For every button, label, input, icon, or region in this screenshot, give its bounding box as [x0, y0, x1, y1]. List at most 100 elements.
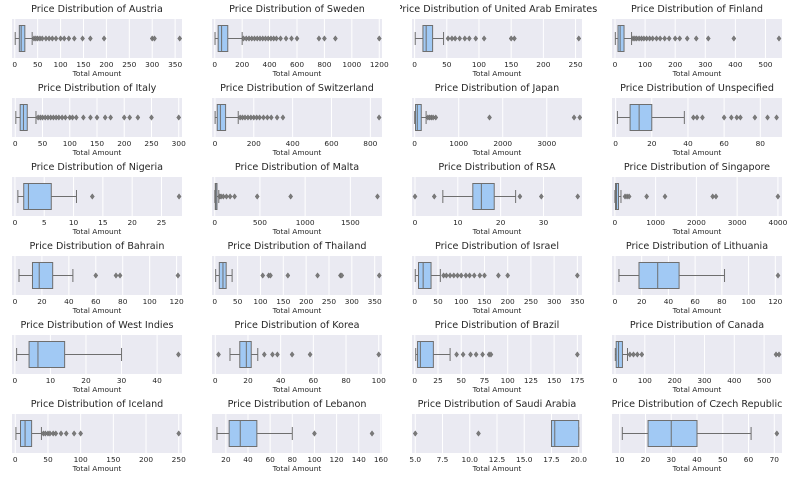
- outlier-point: [700, 114, 705, 121]
- outlier-point: [576, 35, 582, 42]
- outlier-point: [774, 430, 780, 437]
- outlier-point: [78, 430, 84, 437]
- panel-title: Price Distribution of RSA: [438, 162, 556, 173]
- tick-label: 300: [547, 297, 561, 306]
- outlier-point: [376, 35, 382, 42]
- boxplot-panel: Price Distribution of Austria 0 50 100 150 20…: [12, 4, 182, 78]
- tick-label: 50: [718, 455, 728, 464]
- outlier-point: [657, 35, 663, 42]
- outlier-point: [369, 430, 375, 437]
- tick-label: 2000: [493, 139, 512, 148]
- outlier-point: [447, 272, 453, 279]
- x-axis-label: Total Amount: [672, 227, 722, 236]
- outlier-point: [339, 272, 345, 279]
- box-iqr: [31, 262, 54, 289]
- outlier-point: [73, 114, 79, 121]
- tick-label: 200: [501, 297, 515, 306]
- x-axis-label: Total Amount: [472, 385, 522, 394]
- tick-label: 0: [212, 297, 217, 306]
- box-iqr: [18, 25, 26, 52]
- tick-label: 0: [613, 60, 618, 69]
- outlier-point: [175, 272, 181, 279]
- tick-label: 100: [143, 297, 157, 306]
- tick-label: 100: [74, 455, 88, 464]
- tick-label: 60: [744, 455, 754, 464]
- box-iqr: [614, 183, 620, 210]
- tick-label: 40: [664, 297, 674, 306]
- outlier-point: [47, 430, 53, 437]
- tick-label: 60: [719, 139, 729, 148]
- outlier-point: [776, 351, 782, 358]
- outlier-point: [471, 272, 477, 279]
- tick-label: 100: [501, 376, 515, 385]
- panel-title: Price Distribution of Sweden: [229, 4, 365, 15]
- panel-title: Price Distribution of Japan: [435, 83, 560, 94]
- tick-label: 100: [54, 60, 68, 69]
- outlier-point: [412, 193, 418, 200]
- outlier-point: [63, 114, 68, 121]
- tick-label: 20: [647, 139, 657, 148]
- outlier-point: [63, 430, 69, 437]
- tick-label: 1000: [296, 218, 315, 227]
- outlier-point: [176, 114, 182, 121]
- panel-title: Price Distribution of Switzerland: [220, 83, 374, 94]
- tick-label: 300: [145, 60, 159, 69]
- x-axis-label: Total Amount: [472, 148, 522, 157]
- tick-label: 1000: [449, 139, 468, 148]
- outlier-point: [117, 272, 123, 279]
- tick-label: 4000: [769, 218, 788, 227]
- box-iqr: [23, 183, 52, 210]
- outlier-point: [283, 35, 289, 42]
- boxplot-panel: Price Distribution of Sweden 0 200 400 600 80…: [212, 4, 389, 78]
- outlier-point: [571, 114, 577, 121]
- outlier-point: [575, 193, 581, 200]
- box-iqr: [422, 25, 434, 52]
- plot-area: [612, 177, 782, 216]
- tick-label: 0: [13, 139, 18, 148]
- x-axis-label: Total Amount: [672, 148, 722, 157]
- panel-title: Price Distribution of Unspecified: [620, 83, 774, 94]
- outlier-point: [517, 193, 523, 200]
- panel-title: Price Distribution of Canada: [630, 320, 764, 331]
- tick-label: 0: [212, 218, 217, 227]
- tick-label: 40: [243, 455, 253, 464]
- tick-label: 25: [433, 376, 443, 385]
- panel-title: Price Distribution of Thailand: [228, 241, 367, 252]
- outlier-point: [575, 351, 580, 358]
- outlier-point: [312, 430, 317, 437]
- boxplot-panel: Price Distribution of Italy 0 50 100 150 200 2…: [12, 83, 186, 157]
- outlier-point: [113, 272, 119, 279]
- outlier-point: [176, 351, 181, 358]
- tick-label: 2000: [687, 218, 706, 227]
- tick-label: 30: [117, 376, 127, 385]
- outlier-point: [376, 351, 382, 358]
- tick-label: 40: [152, 376, 162, 385]
- boxplot-panel: Price Distribution of Switzerland 0 200 400…: [212, 83, 382, 157]
- box-iqr: [472, 183, 495, 210]
- x-axis-label: Total Amount: [272, 227, 322, 236]
- outlier-point: [176, 430, 182, 437]
- tick-label: 50: [233, 297, 243, 306]
- outlier-point: [88, 35, 93, 42]
- boxplot-panel: Price Distribution of Canada 0 100 200 300 40…: [612, 320, 782, 394]
- outlier-point: [220, 193, 226, 200]
- outlier-point: [693, 35, 699, 42]
- tick-label: 100: [638, 376, 652, 385]
- box-iqr: [617, 25, 625, 52]
- outlier-point: [49, 35, 55, 42]
- outlier-point: [46, 35, 52, 42]
- outlier-point: [108, 114, 113, 121]
- outlier-point: [454, 351, 459, 358]
- outlier-point: [127, 114, 133, 121]
- tick-label: 20: [637, 297, 647, 306]
- outlier-point: [53, 430, 59, 437]
- tick-label: 600: [290, 60, 304, 69]
- outlier-point: [774, 114, 779, 121]
- panel-title: Price Distribution of Israel: [435, 241, 559, 252]
- outlier-point: [445, 35, 451, 42]
- outlier-point: [473, 35, 479, 42]
- outlier-point: [375, 193, 380, 200]
- outlier-point: [666, 35, 672, 42]
- x-axis-label: Total Amount: [72, 306, 122, 315]
- outlier-point: [654, 35, 659, 42]
